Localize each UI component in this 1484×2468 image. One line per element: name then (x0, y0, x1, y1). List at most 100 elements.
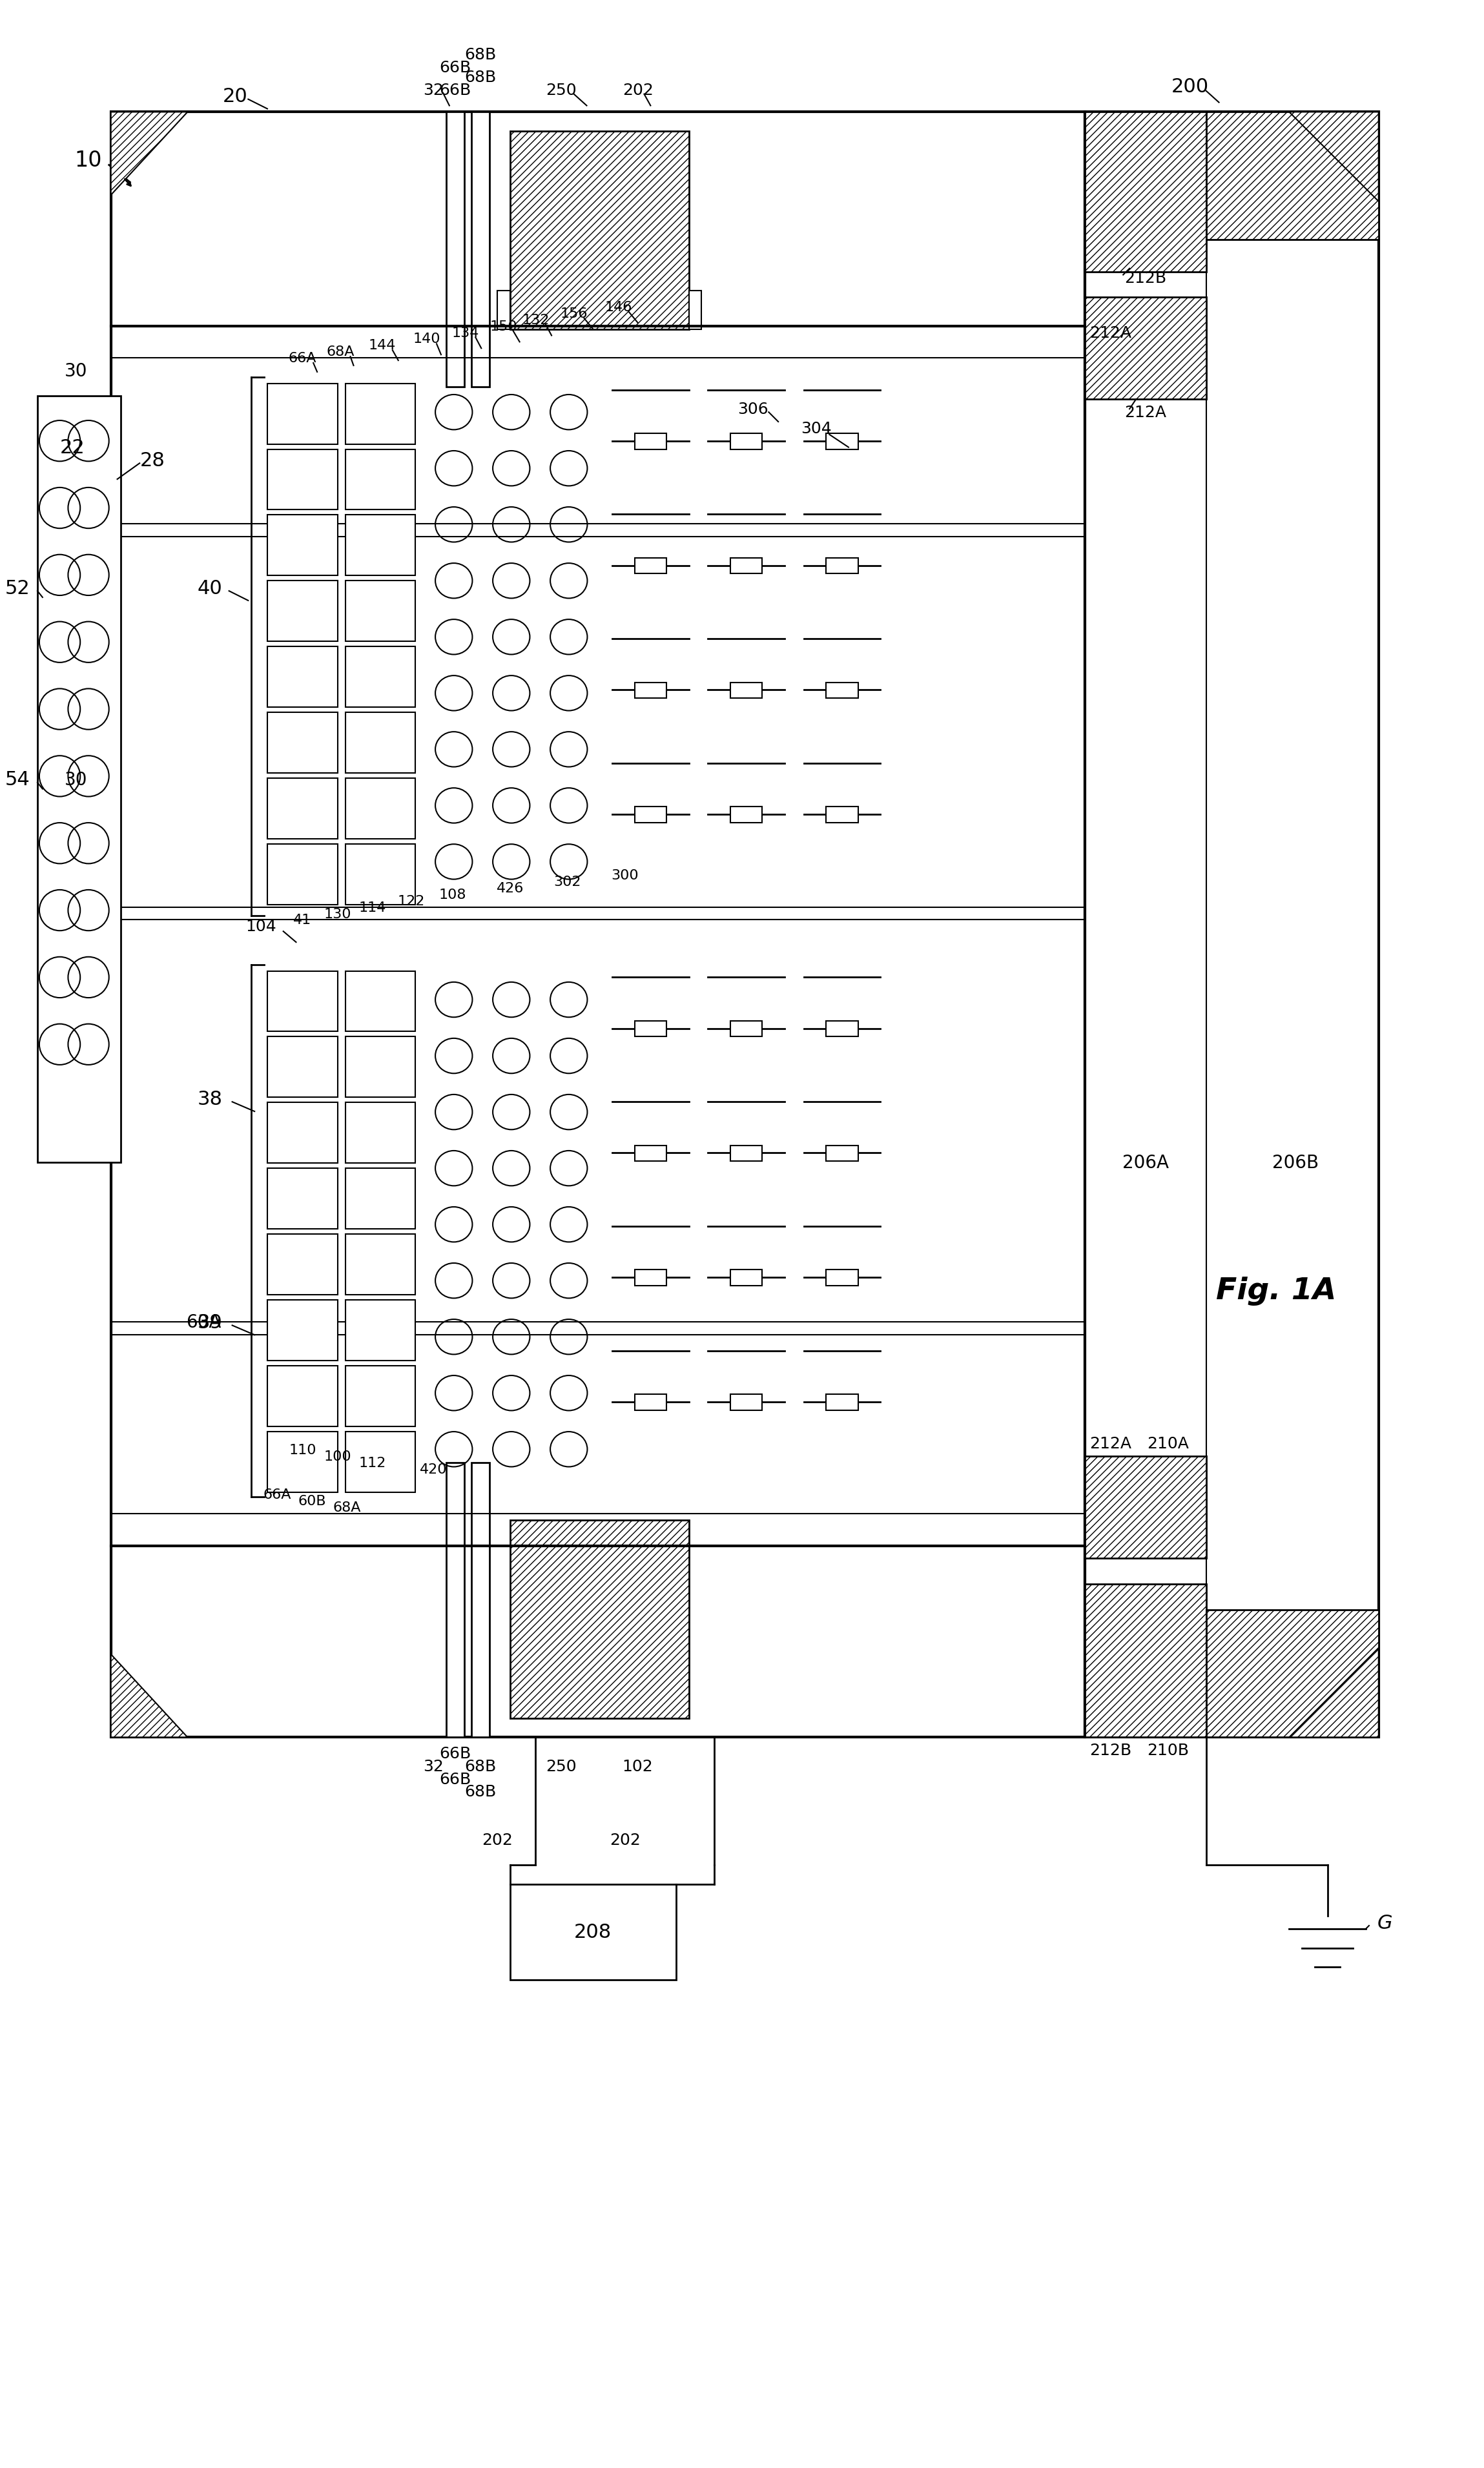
Bar (1085, 299, 1206, 400)
Text: 68B: 68B (464, 47, 497, 62)
Bar (267, 1103, 337, 1162)
Polygon shape (1290, 114, 1379, 202)
Text: 304: 304 (801, 422, 833, 437)
Bar (827, 1271, 858, 1286)
Bar (827, 1145, 858, 1162)
Bar (827, 807, 858, 824)
Text: 212A: 212A (1089, 326, 1131, 341)
Text: 132: 132 (522, 313, 549, 326)
Bar (346, 580, 416, 642)
Bar (346, 449, 416, 511)
Text: 206A: 206A (1122, 1153, 1169, 1172)
Bar (510, 131, 689, 331)
Text: 10: 10 (74, 151, 102, 170)
Text: 202: 202 (622, 81, 653, 99)
Bar (730, 1022, 763, 1037)
Bar (635, 1145, 666, 1162)
Text: 144: 144 (368, 338, 396, 353)
Text: 100: 100 (324, 1451, 352, 1464)
Bar (635, 558, 666, 575)
Text: 68A: 68A (326, 346, 355, 358)
Polygon shape (111, 114, 187, 195)
Bar (447, 114, 464, 387)
Bar (267, 385, 337, 444)
Bar (267, 580, 337, 642)
Text: 112: 112 (359, 1456, 386, 1468)
Bar (635, 684, 666, 698)
Bar (1206, 114, 1379, 239)
Text: 110: 110 (289, 1444, 316, 1456)
Bar (267, 713, 337, 772)
Text: 210A: 210A (1147, 1436, 1189, 1451)
Text: 306: 306 (738, 402, 769, 417)
Bar (510, 1883, 677, 1979)
Bar (267, 516, 337, 575)
Bar (635, 434, 666, 449)
Bar (635, 1022, 666, 1037)
Text: 60A: 60A (186, 1313, 221, 1330)
Text: 66B: 66B (439, 59, 470, 77)
Bar (827, 1022, 858, 1037)
Text: 250: 250 (546, 1757, 576, 1774)
Text: 130: 130 (324, 908, 352, 921)
Text: 102: 102 (622, 1757, 653, 1774)
Text: 38: 38 (197, 1088, 223, 1108)
Bar (497, 291, 510, 331)
Bar (267, 449, 337, 511)
Text: 302: 302 (554, 876, 582, 888)
Text: 108: 108 (439, 888, 466, 901)
Text: 202: 202 (610, 1831, 641, 1849)
Bar (267, 1037, 337, 1098)
Bar (267, 1167, 337, 1229)
Bar (267, 777, 337, 839)
Bar (267, 1234, 337, 1296)
Text: 250: 250 (546, 81, 576, 99)
Text: 41: 41 (294, 913, 312, 926)
Text: 60B: 60B (298, 1496, 326, 1508)
Bar (730, 1394, 763, 1412)
Text: 134: 134 (451, 326, 479, 338)
Bar (346, 777, 416, 839)
Text: 52: 52 (4, 580, 30, 597)
Bar (346, 844, 416, 906)
Text: 68B: 68B (464, 69, 497, 86)
Bar (730, 1271, 763, 1286)
Bar (346, 1234, 416, 1296)
Bar (635, 1394, 666, 1412)
Text: 104: 104 (245, 918, 276, 935)
Bar (346, 1301, 416, 1360)
Bar (730, 807, 763, 824)
Bar (472, 114, 490, 387)
Bar (267, 1301, 337, 1360)
Bar (346, 516, 416, 575)
Bar (267, 647, 337, 708)
Bar (1206, 1609, 1379, 1737)
Bar (267, 1365, 337, 1427)
Bar (1085, 114, 1206, 271)
Bar (346, 713, 416, 772)
Text: 200: 200 (1171, 77, 1209, 96)
Text: 20: 20 (223, 86, 248, 106)
Bar (267, 1431, 337, 1493)
Bar (447, 1464, 464, 1737)
Text: 66B: 66B (439, 81, 470, 99)
Text: 202: 202 (482, 1831, 512, 1849)
Bar (111, 114, 1085, 1737)
Bar (730, 1145, 763, 1162)
Text: 66B: 66B (439, 1772, 470, 1787)
Text: 114: 114 (359, 901, 386, 913)
Text: 210B: 210B (1147, 1742, 1189, 1757)
Bar (730, 434, 763, 449)
Text: 150: 150 (490, 321, 518, 333)
Text: 156: 156 (559, 306, 588, 321)
Text: 206B: 206B (1272, 1153, 1319, 1172)
Bar (346, 647, 416, 708)
Text: 39: 39 (197, 1313, 223, 1333)
Bar (346, 1037, 416, 1098)
Text: 208: 208 (574, 1923, 611, 1942)
Text: 30: 30 (64, 770, 88, 790)
Text: 420: 420 (420, 1464, 447, 1476)
Text: 32: 32 (423, 1757, 444, 1774)
Polygon shape (111, 1654, 187, 1737)
Bar (346, 385, 416, 444)
